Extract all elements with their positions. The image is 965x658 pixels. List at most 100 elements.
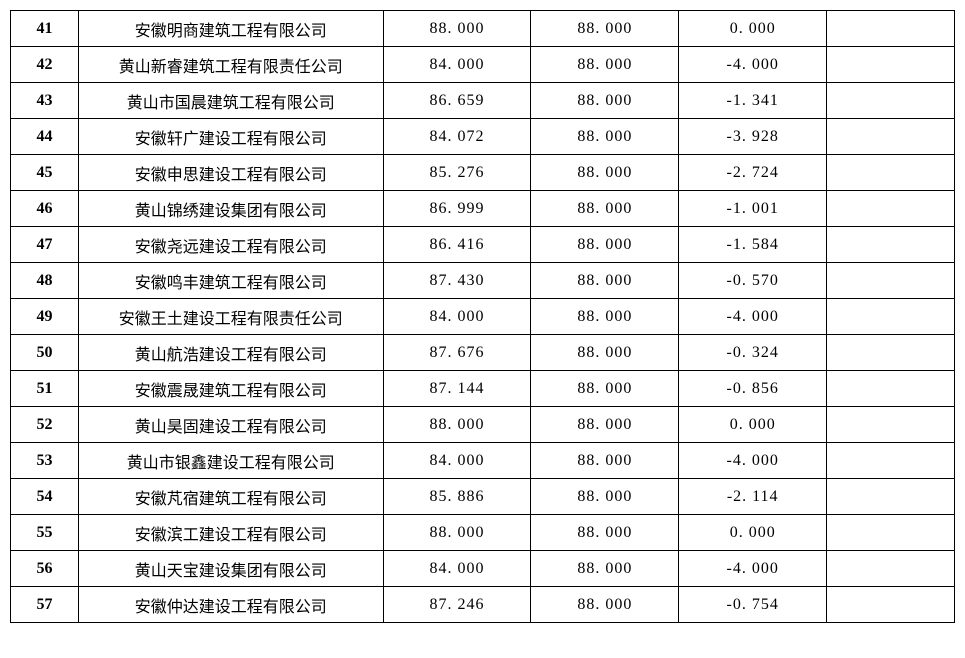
cell-blank	[827, 119, 955, 155]
table-row: 47安徽尧远建设工程有限公司86. 41688. 000-1. 584	[11, 227, 955, 263]
cell-value-2: 88. 000	[531, 83, 679, 119]
cell-blank	[827, 47, 955, 83]
cell-value-1: 84. 072	[383, 119, 531, 155]
cell-diff: -2. 114	[679, 479, 827, 515]
cell-diff: -0. 856	[679, 371, 827, 407]
cell-blank	[827, 443, 955, 479]
cell-value-1: 84. 000	[383, 47, 531, 83]
cell-value-1: 87. 246	[383, 587, 531, 623]
cell-index: 53	[11, 443, 79, 479]
cell-blank	[827, 371, 955, 407]
cell-value-1: 87. 430	[383, 263, 531, 299]
cell-index: 43	[11, 83, 79, 119]
cell-company: 安徽王土建设工程有限责任公司	[78, 299, 383, 335]
cell-index: 51	[11, 371, 79, 407]
data-table: 41安徽明商建筑工程有限公司88. 00088. 0000. 00042黄山新睿…	[10, 10, 955, 623]
table-row: 52黄山昊固建设工程有限公司88. 00088. 0000. 000	[11, 407, 955, 443]
cell-value-2: 88. 000	[531, 47, 679, 83]
cell-blank	[827, 335, 955, 371]
table-row: 53黄山市银鑫建设工程有限公司84. 00088. 000-4. 000	[11, 443, 955, 479]
cell-blank	[827, 587, 955, 623]
cell-diff: -4. 000	[679, 551, 827, 587]
cell-index: 52	[11, 407, 79, 443]
table-row: 56黄山天宝建设集团有限公司84. 00088. 000-4. 000	[11, 551, 955, 587]
cell-diff: -2. 724	[679, 155, 827, 191]
cell-company: 黄山锦绣建设集团有限公司	[78, 191, 383, 227]
cell-index: 50	[11, 335, 79, 371]
cell-diff: -4. 000	[679, 299, 827, 335]
cell-value-2: 88. 000	[531, 515, 679, 551]
cell-index: 46	[11, 191, 79, 227]
cell-value-2: 88. 000	[531, 11, 679, 47]
cell-value-1: 88. 000	[383, 11, 531, 47]
table-row: 49安徽王土建设工程有限责任公司84. 00088. 000-4. 000	[11, 299, 955, 335]
table-row: 43黄山市国晨建筑工程有限公司86. 65988. 000-1. 341	[11, 83, 955, 119]
cell-diff: -0. 754	[679, 587, 827, 623]
table-row: 48安徽鸣丰建筑工程有限公司87. 43088. 000-0. 570	[11, 263, 955, 299]
cell-index: 55	[11, 515, 79, 551]
table-row: 44安徽轩广建设工程有限公司84. 07288. 000-3. 928	[11, 119, 955, 155]
cell-value-1: 85. 886	[383, 479, 531, 515]
cell-index: 47	[11, 227, 79, 263]
cell-diff: -0. 324	[679, 335, 827, 371]
cell-company: 安徽明商建筑工程有限公司	[78, 11, 383, 47]
table-row: 54安徽芃宿建筑工程有限公司85. 88688. 000-2. 114	[11, 479, 955, 515]
cell-company: 安徽仲达建设工程有限公司	[78, 587, 383, 623]
cell-value-2: 88. 000	[531, 407, 679, 443]
cell-value-1: 84. 000	[383, 443, 531, 479]
cell-value-2: 88. 000	[531, 299, 679, 335]
cell-value-2: 88. 000	[531, 191, 679, 227]
cell-company: 安徽滨工建设工程有限公司	[78, 515, 383, 551]
cell-company: 安徽震晟建筑工程有限公司	[78, 371, 383, 407]
cell-blank	[827, 299, 955, 335]
cell-value-1: 86. 659	[383, 83, 531, 119]
cell-blank	[827, 155, 955, 191]
cell-blank	[827, 83, 955, 119]
table-row: 46黄山锦绣建设集团有限公司86. 99988. 000-1. 001	[11, 191, 955, 227]
cell-index: 54	[11, 479, 79, 515]
cell-company: 安徽轩广建设工程有限公司	[78, 119, 383, 155]
cell-diff: -1. 341	[679, 83, 827, 119]
cell-diff: -1. 584	[679, 227, 827, 263]
cell-diff: -0. 570	[679, 263, 827, 299]
cell-value-1: 88. 000	[383, 515, 531, 551]
cell-blank	[827, 227, 955, 263]
table-row: 57安徽仲达建设工程有限公司87. 24688. 000-0. 754	[11, 587, 955, 623]
cell-index: 44	[11, 119, 79, 155]
cell-value-2: 88. 000	[531, 155, 679, 191]
cell-diff: 0. 000	[679, 11, 827, 47]
cell-blank	[827, 191, 955, 227]
cell-diff: -4. 000	[679, 47, 827, 83]
cell-value-2: 88. 000	[531, 227, 679, 263]
cell-diff: -1. 001	[679, 191, 827, 227]
cell-value-2: 88. 000	[531, 551, 679, 587]
cell-diff: -3. 928	[679, 119, 827, 155]
cell-company: 黄山天宝建设集团有限公司	[78, 551, 383, 587]
table-row: 42黄山新睿建筑工程有限责任公司84. 00088. 000-4. 000	[11, 47, 955, 83]
cell-company: 安徽芃宿建筑工程有限公司	[78, 479, 383, 515]
cell-value-1: 86. 416	[383, 227, 531, 263]
cell-value-2: 88. 000	[531, 587, 679, 623]
cell-blank	[827, 515, 955, 551]
cell-value-2: 88. 000	[531, 479, 679, 515]
cell-index: 57	[11, 587, 79, 623]
cell-company: 黄山昊固建设工程有限公司	[78, 407, 383, 443]
cell-value-1: 86. 999	[383, 191, 531, 227]
table-body: 41安徽明商建筑工程有限公司88. 00088. 0000. 00042黄山新睿…	[11, 11, 955, 623]
cell-company: 安徽尧远建设工程有限公司	[78, 227, 383, 263]
cell-index: 45	[11, 155, 79, 191]
cell-value-1: 87. 144	[383, 371, 531, 407]
cell-value-2: 88. 000	[531, 119, 679, 155]
cell-diff: -4. 000	[679, 443, 827, 479]
cell-blank	[827, 11, 955, 47]
cell-value-2: 88. 000	[531, 371, 679, 407]
table-row: 41安徽明商建筑工程有限公司88. 00088. 0000. 000	[11, 11, 955, 47]
cell-blank	[827, 479, 955, 515]
table-row: 45安徽申思建设工程有限公司85. 27688. 000-2. 724	[11, 155, 955, 191]
cell-index: 56	[11, 551, 79, 587]
cell-company: 安徽鸣丰建筑工程有限公司	[78, 263, 383, 299]
cell-value-1: 85. 276	[383, 155, 531, 191]
cell-diff: 0. 000	[679, 407, 827, 443]
cell-company: 黄山航浩建设工程有限公司	[78, 335, 383, 371]
cell-index: 42	[11, 47, 79, 83]
